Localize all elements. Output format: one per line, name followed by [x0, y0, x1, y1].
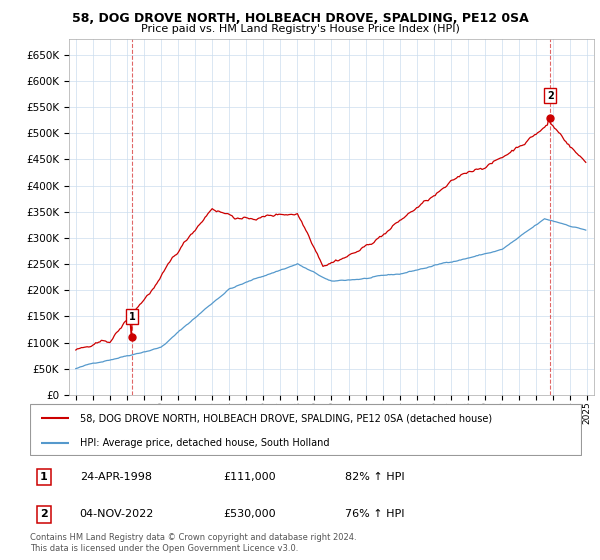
- Text: HPI: Average price, detached house, South Holland: HPI: Average price, detached house, Sout…: [80, 438, 329, 448]
- FancyBboxPatch shape: [30, 404, 581, 455]
- Text: 58, DOG DROVE NORTH, HOLBEACH DROVE, SPALDING, PE12 0SA: 58, DOG DROVE NORTH, HOLBEACH DROVE, SPA…: [71, 12, 529, 25]
- Text: 04-NOV-2022: 04-NOV-2022: [80, 510, 154, 520]
- Text: Contains HM Land Registry data © Crown copyright and database right 2024.
This d: Contains HM Land Registry data © Crown c…: [30, 533, 356, 553]
- Text: 24-APR-1998: 24-APR-1998: [80, 472, 152, 482]
- Text: £111,000: £111,000: [223, 472, 276, 482]
- Text: 2: 2: [40, 510, 47, 520]
- Text: 1: 1: [40, 472, 47, 482]
- Text: 82% ↑ HPI: 82% ↑ HPI: [344, 472, 404, 482]
- Text: 76% ↑ HPI: 76% ↑ HPI: [344, 510, 404, 520]
- Text: 1: 1: [128, 312, 135, 322]
- Text: 2: 2: [547, 91, 554, 101]
- Text: Price paid vs. HM Land Registry's House Price Index (HPI): Price paid vs. HM Land Registry's House …: [140, 24, 460, 34]
- Text: £530,000: £530,000: [223, 510, 276, 520]
- Text: 58, DOG DROVE NORTH, HOLBEACH DROVE, SPALDING, PE12 0SA (detached house): 58, DOG DROVE NORTH, HOLBEACH DROVE, SPA…: [80, 413, 492, 423]
